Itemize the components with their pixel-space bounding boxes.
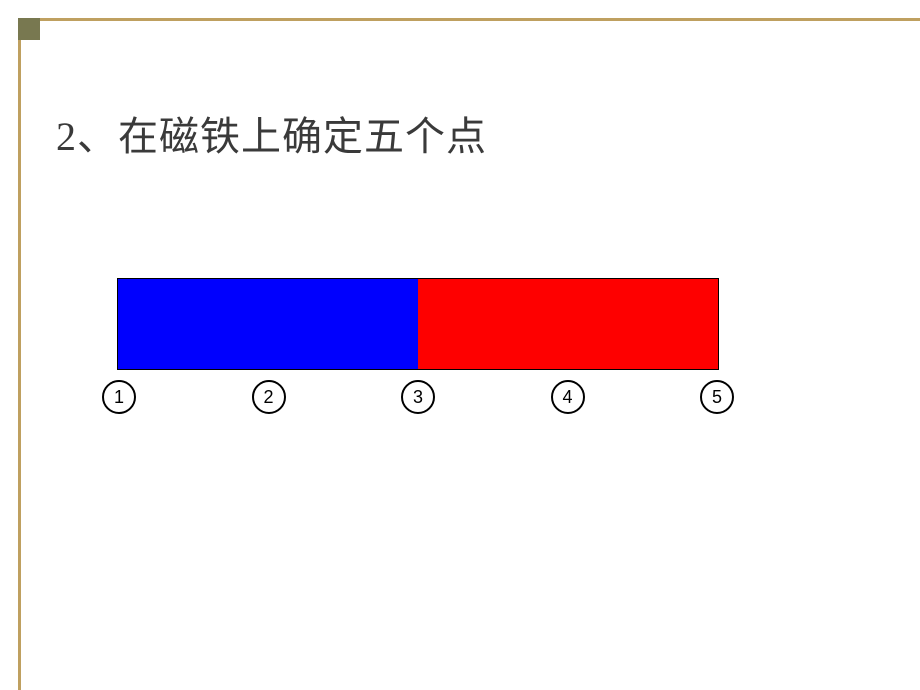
magnet-diagram xyxy=(117,278,719,370)
point-marker-4: 4 xyxy=(551,380,585,414)
points-row: 1 2 3 4 5 xyxy=(102,380,734,414)
point-marker-5: 5 xyxy=(700,380,734,414)
point-marker-1: 1 xyxy=(102,380,136,414)
point-label: 4 xyxy=(562,387,572,408)
point-label: 1 xyxy=(114,387,124,408)
point-label: 2 xyxy=(263,387,273,408)
bar-magnet xyxy=(117,278,719,370)
slide-corner-accent xyxy=(18,18,40,40)
magnet-right-pole xyxy=(418,279,718,369)
point-marker-3: 3 xyxy=(401,380,435,414)
point-label: 3 xyxy=(413,387,423,408)
point-marker-2: 2 xyxy=(252,380,286,414)
magnet-left-pole xyxy=(118,279,418,369)
slide-title: 2、在磁铁上确定五个点 xyxy=(56,104,487,162)
point-label: 5 xyxy=(712,387,722,408)
